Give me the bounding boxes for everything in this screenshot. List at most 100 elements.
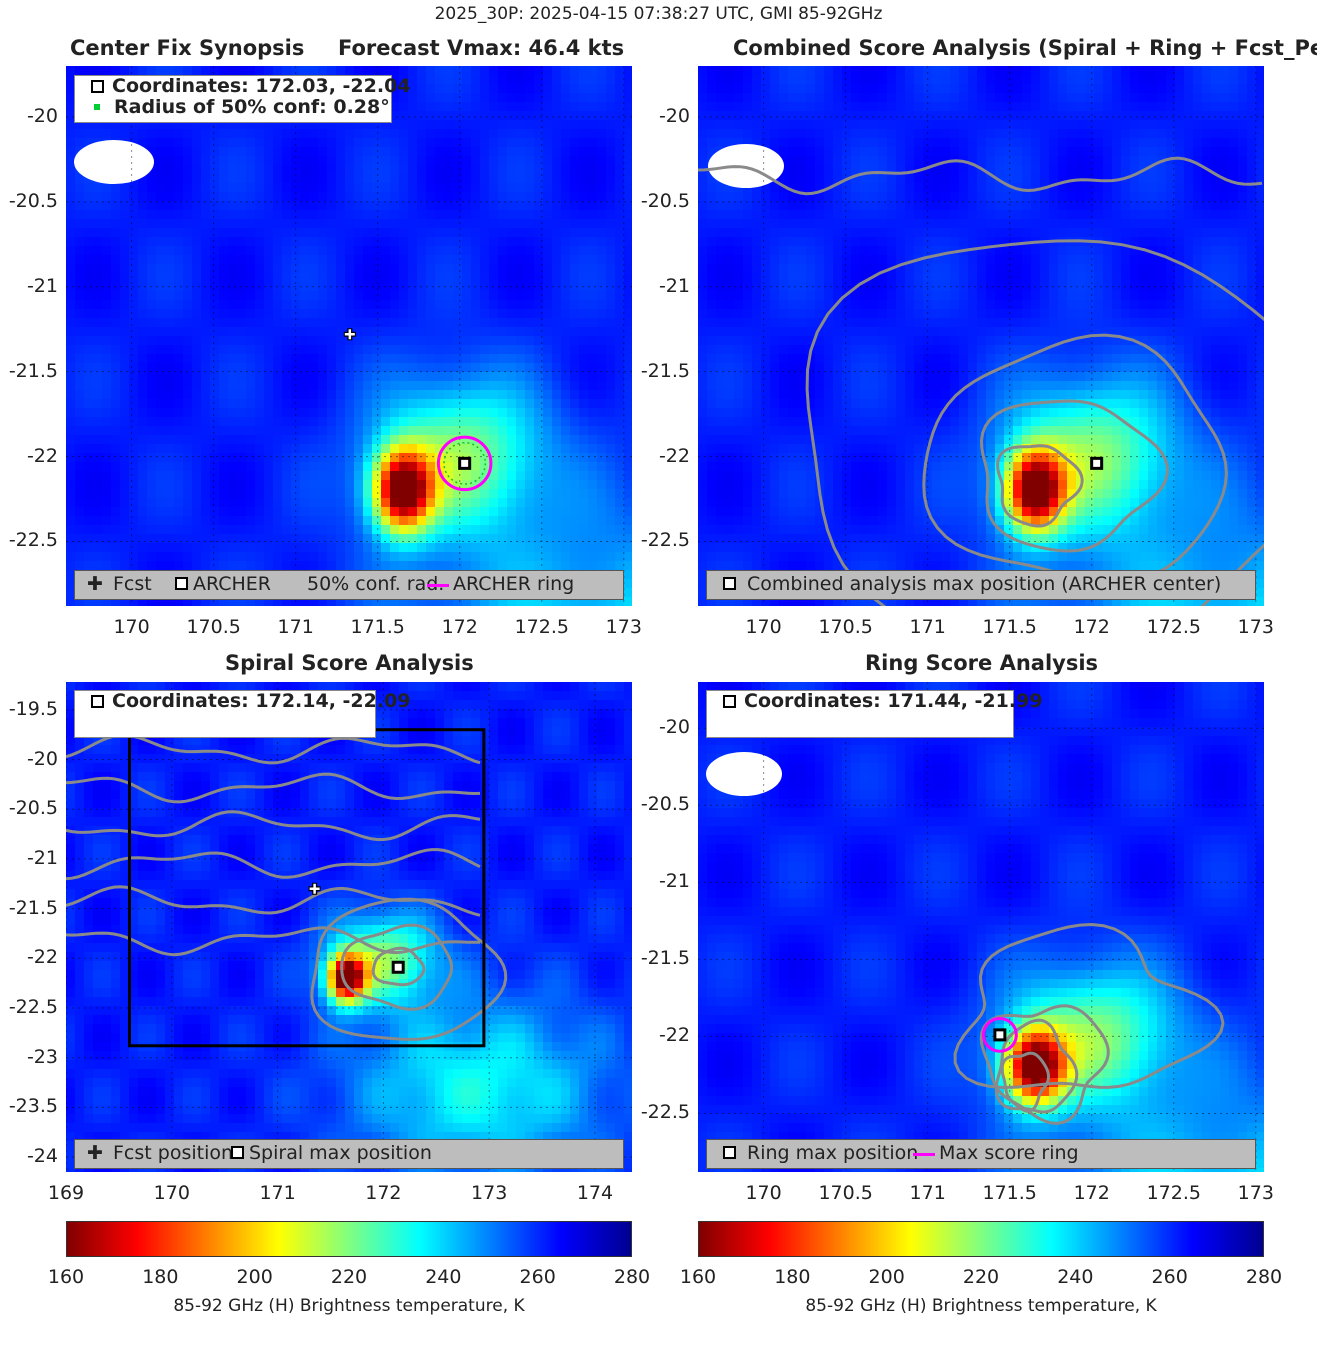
combined-legend: Combined analysis max position (ARCHER c… — [706, 570, 1256, 600]
y-tick-label: -20 — [26, 747, 58, 770]
y-tick-label: -22.5 — [640, 529, 690, 552]
x-tick-label: 172 — [365, 1182, 402, 1204]
colorbar-tick-label: 200 — [236, 1266, 273, 1288]
legend-combined-max: Combined analysis max position (ARCHER c… — [747, 573, 1222, 595]
legend-ring-max: Ring max position — [747, 1142, 919, 1164]
ring-contour — [1000, 1051, 1051, 1113]
panel-title-forecast-vmax: Forecast Vmax: 46.4 kts — [338, 36, 625, 60]
x-tick-label: 173 — [605, 616, 642, 638]
center-fix-info-box: Coordinates: 172.03, -22.04 Radius of 50… — [74, 75, 411, 123]
legend-spiral-max: Spiral max position — [249, 1142, 432, 1164]
ring-grid — [698, 682, 1264, 1172]
confidence-circle — [443, 441, 487, 485]
y-tick-label: -22 — [658, 1024, 690, 1047]
legend-archer: ARCHER — [193, 573, 272, 595]
x-tick-label: 170 — [745, 1182, 782, 1204]
ring-max-icon — [723, 695, 736, 708]
center-fix-radius: Radius of 50% conf: 0.28° — [114, 96, 390, 118]
colorbar-tick-label: 160 — [679, 1266, 717, 1288]
x-tick-label: 172 — [1073, 616, 1110, 638]
x-tick-label: 169 — [47, 1182, 85, 1204]
spiral-contour — [371, 946, 426, 987]
ring-contour — [979, 1004, 1110, 1125]
spiral-legend: ✚ Fcst position Spiral max position — [74, 1139, 624, 1169]
combined-max-marker — [1090, 456, 1104, 470]
colorbar-left-label: 85-92 GHz (H) Brightness temperature, K — [173, 1296, 525, 1316]
x-tick-label: 172 — [441, 616, 478, 638]
archer-square-icon — [175, 577, 188, 590]
combined-heatmap — [698, 66, 1264, 606]
max-score-ring — [981, 1016, 1018, 1053]
y-tick-label: -21 — [658, 274, 690, 297]
x-tick-label: 171 — [909, 616, 946, 638]
center-fix-heatmap — [66, 66, 632, 606]
missing-data-patch — [74, 140, 154, 184]
ring-contour — [953, 922, 1225, 1090]
y-tick-label: -21.5 — [640, 359, 690, 382]
confidence-dot-icon — [94, 103, 100, 110]
combined-max-icon — [723, 577, 736, 590]
ring-max-square-icon — [723, 1146, 736, 1159]
panel-title-center-fix: Center Fix Synopsis — [70, 36, 305, 60]
ring-coordinates: Coordinates: 171.44, -21.99 — [744, 690, 1043, 712]
combined-contour — [805, 239, 1264, 606]
spiral-contour — [66, 848, 481, 881]
x-tick-label: 172.5 — [1146, 1182, 1201, 1204]
forecast-position-marker — [344, 329, 355, 340]
spiral-max-icon — [91, 695, 104, 708]
x-tick-label: 171.5 — [982, 616, 1037, 638]
missing-data-patch — [706, 752, 782, 796]
y-tick-label: -21 — [26, 274, 58, 297]
y-tick-label: -22 — [26, 444, 58, 467]
y-tick-label: -20 — [26, 104, 58, 127]
colorbar-tick-label: 220 — [962, 1266, 1000, 1288]
panel-title-spiral: Spiral Score Analysis — [225, 651, 474, 675]
y-tick-label: -22 — [26, 946, 58, 969]
y-tick-label: -21.5 — [640, 947, 690, 970]
panel-title-combined: Combined Score Analysis (Spiral + Ring +… — [733, 36, 1317, 60]
ring-plot-area: Coordinates: 171.44, -21.99 Ring max pos… — [698, 682, 1264, 1172]
y-tick-label: -22.5 — [8, 529, 58, 552]
colorbar-tick-label: 240 — [425, 1266, 462, 1288]
spiral-heatmap — [66, 682, 632, 1172]
center-fix-coordinates: Coordinates: 172.03, -22.04 — [112, 75, 411, 97]
figure-title: 2025_30P: 2025-04-15 07:38:27 UTC, GMI 8… — [434, 4, 883, 24]
ring-legend: Ring max position Max score ring — [706, 1139, 1256, 1169]
legend-conf-radius: 50% conf. rad. — [307, 573, 445, 595]
spiral-contour — [66, 810, 481, 842]
spiral-info-box: Coordinates: 172.14, -22.09 — [74, 690, 411, 738]
colorbar-tick-label: 240 — [1057, 1266, 1094, 1288]
colorbar-tick-label: 160 — [47, 1266, 85, 1288]
x-tick-label: 171 — [277, 616, 314, 638]
x-tick-label: 170.5 — [818, 616, 873, 638]
colorbar-right — [698, 1221, 1264, 1257]
y-tick-label: -20 — [658, 716, 690, 739]
ring-heatmap — [698, 682, 1264, 1172]
spiral-max-square-icon — [231, 1146, 244, 1159]
spiral-plot-area: Coordinates: 172.14, -22.09 ✚ Fcst posit… — [66, 682, 632, 1172]
x-tick-label: 171 — [259, 1182, 296, 1204]
x-tick-label: 173 — [1237, 616, 1274, 638]
x-tick-label: 171 — [909, 1182, 946, 1204]
fcst-position-plus-icon: ✚ — [87, 1142, 103, 1164]
y-tick-label: -21.5 — [8, 359, 58, 382]
y-tick-label: -20.5 — [8, 189, 58, 212]
y-tick-label: -24 — [26, 1145, 58, 1168]
y-tick-label: -20 — [658, 104, 690, 127]
y-tick-label: -22 — [658, 444, 690, 467]
center-fix-plot-area: Coordinates: 172.03, -22.04 Radius of 50… — [66, 66, 632, 606]
colorbar-tick-label: 280 — [613, 1266, 651, 1288]
combined-pixels — [698, 66, 1264, 606]
x-tick-label: 174 — [576, 1182, 614, 1204]
panel-title-ring: Ring Score Analysis — [865, 651, 1099, 675]
y-tick-label: -22.5 — [8, 996, 58, 1018]
spiral-pixels — [66, 682, 632, 1172]
combined-contour — [995, 444, 1084, 528]
x-tick-label: 173 — [1237, 1182, 1274, 1204]
colorbar-tick-label: 180 — [142, 1266, 179, 1288]
combined-contour — [979, 399, 1169, 553]
spiral-contour — [310, 897, 508, 1041]
colorbar-tick-label: 200 — [868, 1266, 905, 1288]
colorbar-tick-label: 280 — [1245, 1266, 1283, 1288]
y-tick-label: -23 — [26, 1045, 58, 1068]
